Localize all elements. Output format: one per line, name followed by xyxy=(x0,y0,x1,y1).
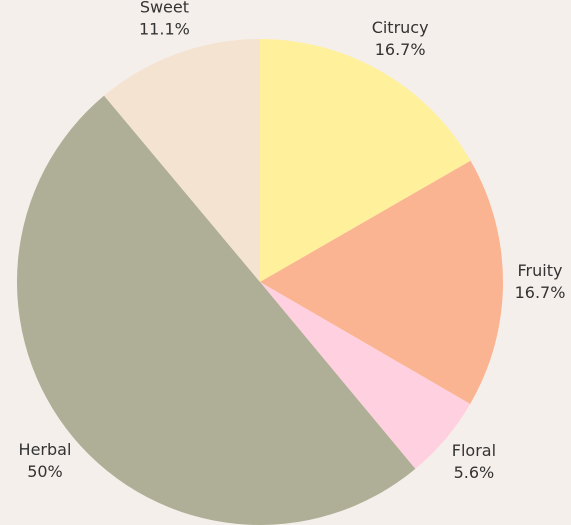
slice-value: 50% xyxy=(27,462,63,481)
slice-label: Herbal xyxy=(19,440,72,459)
pie-slice xyxy=(17,95,416,525)
pie-slice xyxy=(260,39,471,282)
slice-value: 16.7% xyxy=(375,40,426,59)
pie-slice xyxy=(104,39,261,282)
slice-value: 11.1% xyxy=(139,19,190,38)
pie-slice xyxy=(260,160,503,404)
slice-value: 16.7% xyxy=(515,283,566,302)
pie-slice xyxy=(260,282,471,469)
slice-value: 5.6% xyxy=(454,463,495,482)
slice-label: Floral xyxy=(452,441,496,460)
slice-label: Citrucy xyxy=(372,18,429,37)
slice-label: Sweet xyxy=(140,0,189,16)
slice-label: Fruity xyxy=(518,261,563,280)
